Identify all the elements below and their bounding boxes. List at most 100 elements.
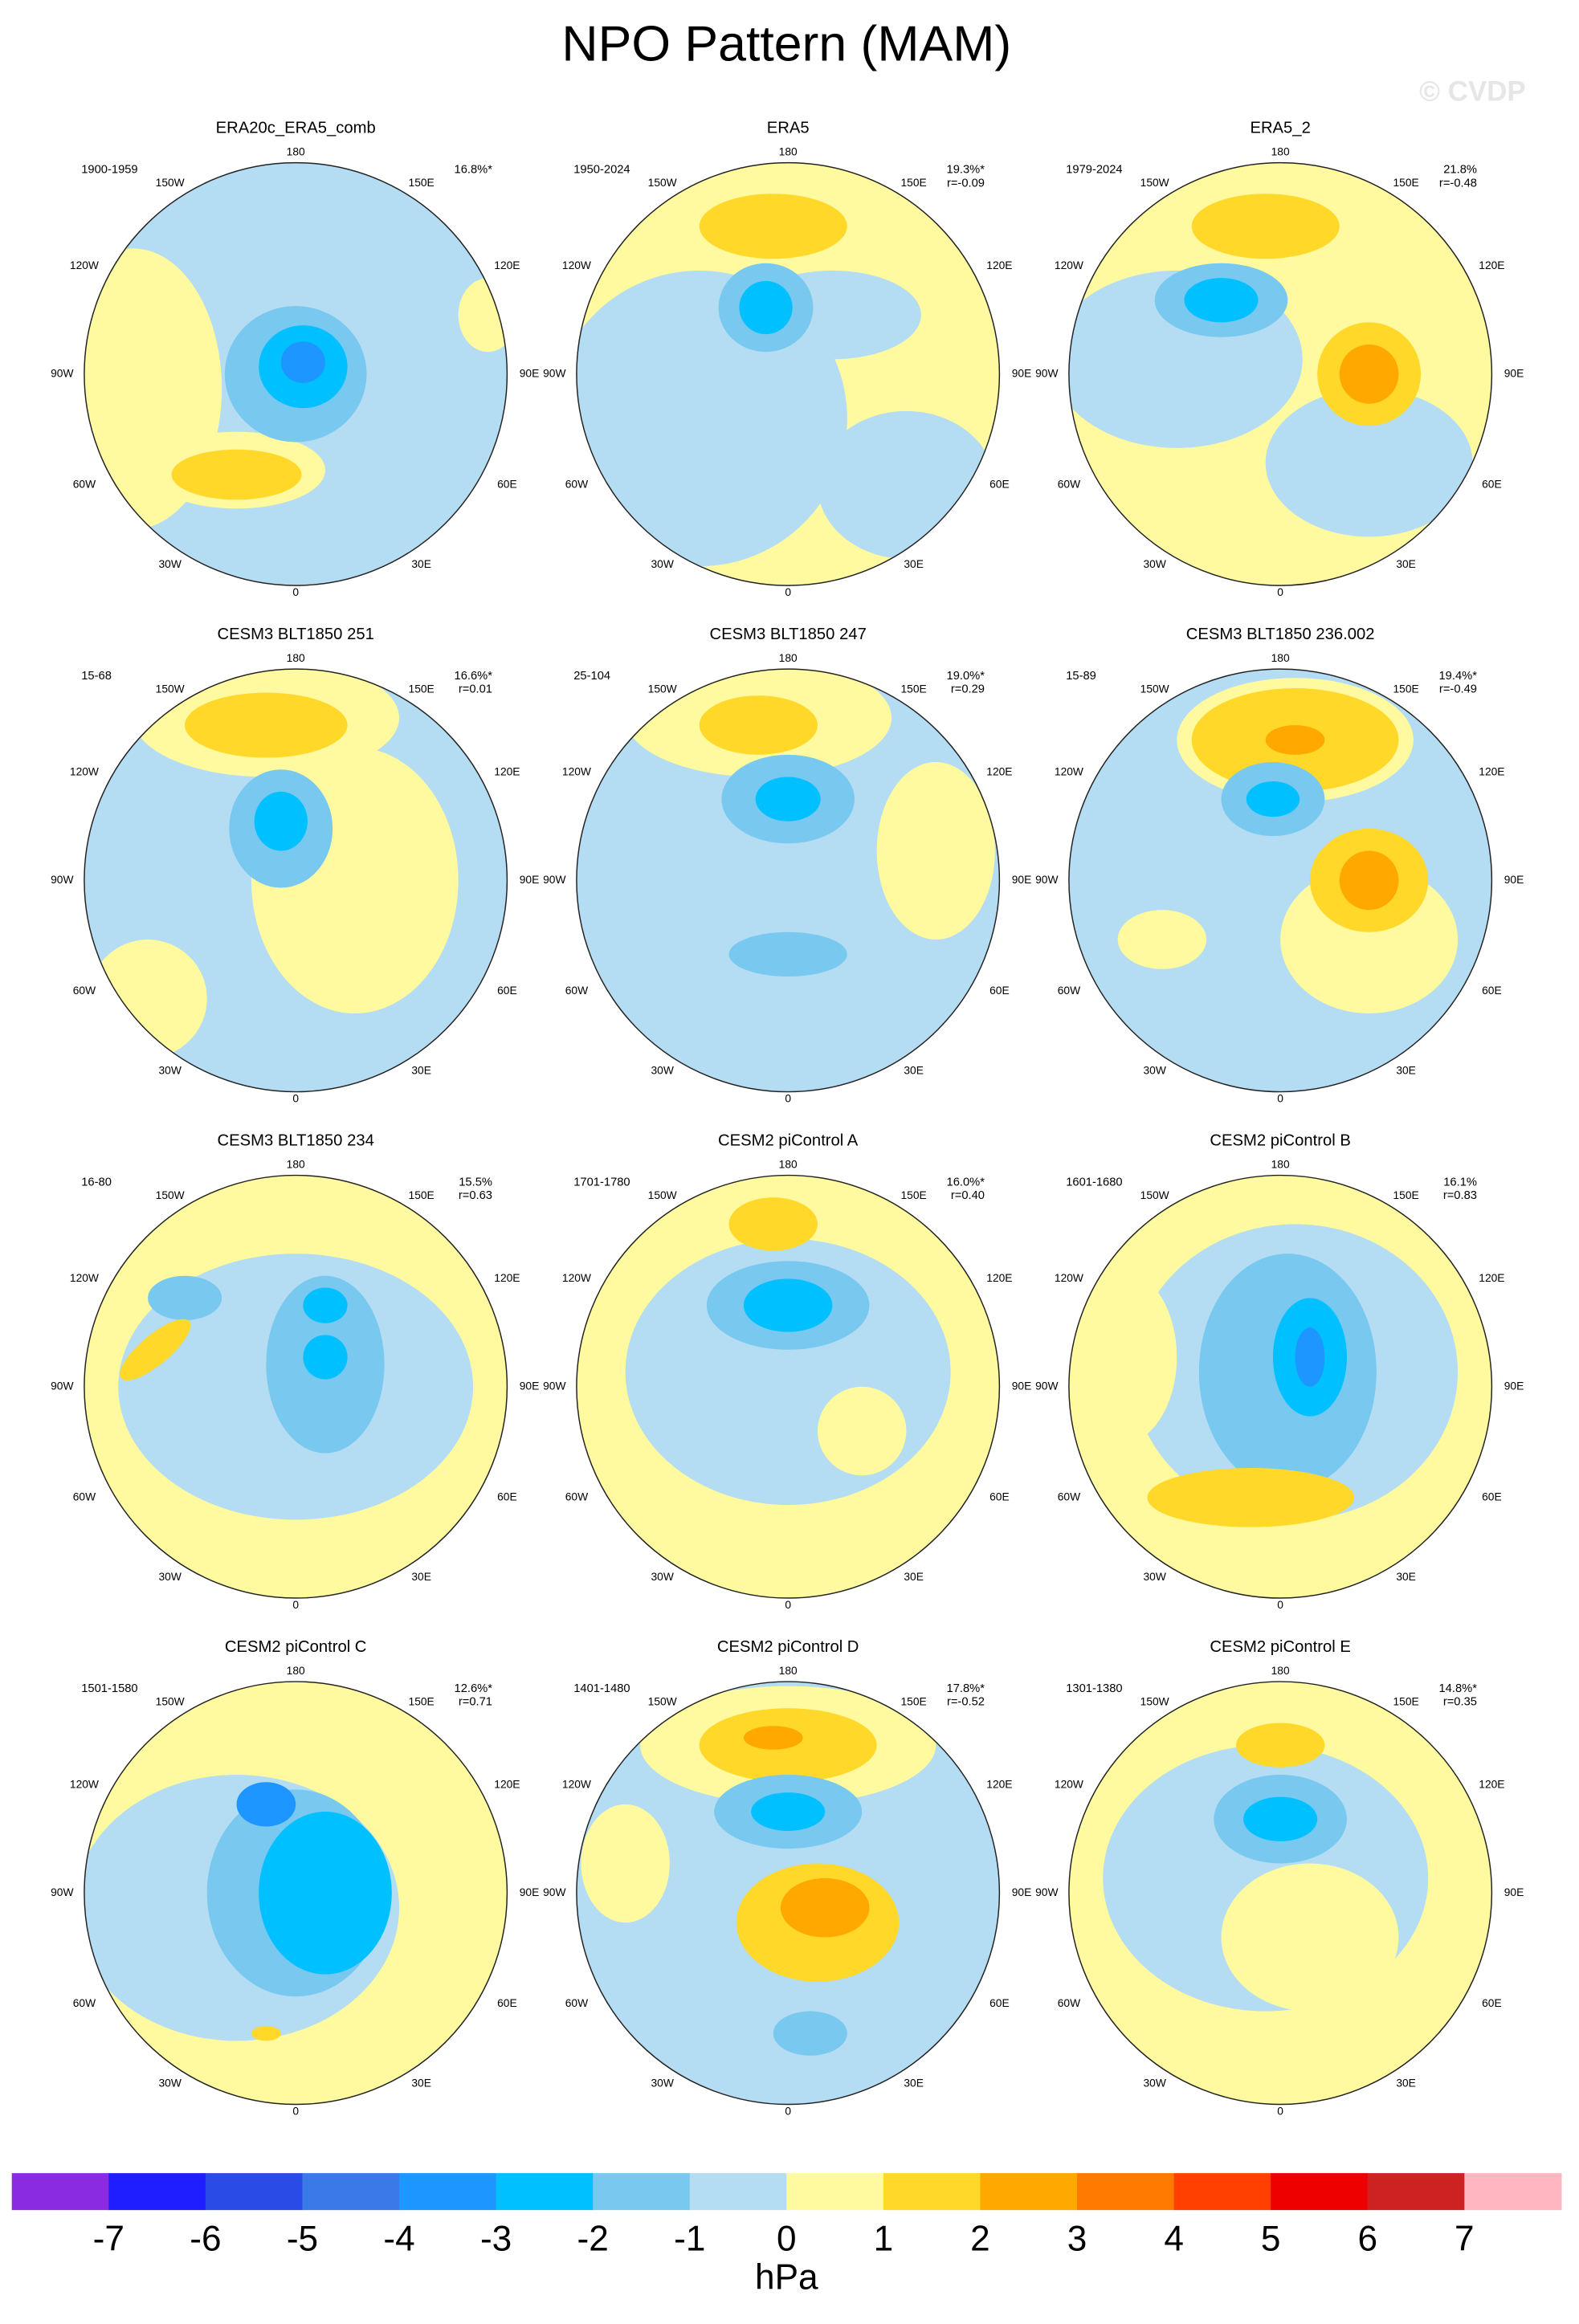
longitude-label: 90W <box>1035 1380 1058 1392</box>
longitude-label: 60W <box>73 985 96 997</box>
longitude-label: 30E <box>904 1064 924 1076</box>
longitude-label: 120E <box>986 1779 1012 1791</box>
longitude-label: 90E <box>520 874 540 886</box>
panel-title: CESM3 BLT1850 236.002 <box>1186 626 1375 643</box>
longitude-label: 90W <box>543 874 565 886</box>
map-border <box>576 1681 1001 2106</box>
longitude-label: 90W <box>51 1886 73 1898</box>
longitude-label: 30W <box>1143 2077 1165 2089</box>
longitude-label: 150W <box>1140 177 1169 189</box>
field <box>576 162 1000 586</box>
map-panel: ERA20c_ERA5_comb 1900-1959 16.8%* 180 150W 15… <box>51 120 539 598</box>
longitude-label: 60E <box>1482 1997 1502 2009</box>
longitude-label: 120E <box>1479 1779 1504 1791</box>
field-contour <box>751 1792 826 1831</box>
longitude-label: 30W <box>1143 1571 1165 1583</box>
field-contour <box>739 280 793 335</box>
colorbar-tick-label: 3 <box>1067 2219 1087 2258</box>
panel-correlation: r=0.29 <box>951 683 985 696</box>
longitude-label: 0 <box>785 2105 791 2117</box>
longitude-label: 60E <box>1482 985 1502 997</box>
longitude-label: 60W <box>565 985 588 997</box>
field <box>1068 1175 1492 1599</box>
colorbar-box <box>205 2173 304 2211</box>
map-border <box>1068 668 1493 1093</box>
longitude-label: 150E <box>1393 683 1419 695</box>
panel-period: 16-80 <box>81 1176 112 1189</box>
longitude-label: 150W <box>156 683 185 695</box>
map-panel: CESM2 piControl E 1301-1380 14.8%*r=0.35 18… <box>1035 1638 1524 2117</box>
longitude-label: 90E <box>1504 874 1524 886</box>
longitude-label: 30E <box>904 2077 924 2089</box>
panel-percent: 19.4%* <box>1439 670 1478 683</box>
panel-period: 1601-1680 <box>1066 1176 1122 1189</box>
longitude-label: 60W <box>1058 1997 1080 2009</box>
map-border <box>84 668 508 1093</box>
longitude-label: 90E <box>1012 1886 1032 1898</box>
longitude-label: 180 <box>287 145 305 157</box>
panel-percent: 14.8%* <box>1439 1682 1478 1695</box>
longitude-label: 120E <box>494 1272 520 1284</box>
longitude-label: 90E <box>1504 1380 1524 1392</box>
field-contour <box>581 1804 670 1923</box>
colorbar-tick-label: 7 <box>1455 2219 1475 2258</box>
longitude-label: 120W <box>70 1272 99 1284</box>
field-contour <box>728 1197 818 1251</box>
longitude-label: 90E <box>1504 367 1524 379</box>
colorbar-box <box>980 2173 1078 2211</box>
longitude-label: 30W <box>159 1571 182 1583</box>
longitude-label: 90W <box>543 1380 565 1392</box>
field-contour <box>1147 1468 1355 1527</box>
colorbar-tick-label: -1 <box>674 2219 705 2258</box>
longitude-label: 60E <box>497 985 517 997</box>
longitude-label: 30E <box>411 558 431 570</box>
longitude-label: 150W <box>1140 1695 1169 1707</box>
field-contour <box>1068 1268 1177 1446</box>
colorbar-tick-label: -2 <box>577 2219 609 2258</box>
longitude-label: 150W <box>648 1189 677 1201</box>
longitude-label: 120W <box>1055 766 1083 778</box>
panel-percent: 12.6%* <box>455 1682 493 1695</box>
panel-period: 1979-2024 <box>1066 164 1122 177</box>
longitude-label: 0 <box>292 1599 299 1611</box>
longitude-label: 120W <box>70 259 99 271</box>
longitude-label: 60E <box>989 1491 1010 1503</box>
colorbar-box <box>1077 2173 1175 2211</box>
field-contour <box>303 1335 348 1380</box>
longitude-label: 150E <box>409 1695 435 1707</box>
watermark: © CVDP <box>1419 75 1526 107</box>
panel-percent: 15.5% <box>459 1176 492 1189</box>
panel-correlation: r=0.63 <box>459 1189 492 1202</box>
longitude-label: 0 <box>292 2105 299 2117</box>
longitude-label: 60E <box>989 479 1010 491</box>
field-contour <box>699 194 847 259</box>
longitude-label: 150W <box>648 1695 677 1707</box>
panel-percent: 16.6%* <box>455 670 493 683</box>
longitude-label: 150W <box>1140 1189 1169 1201</box>
longitude-label: 150E <box>901 1189 927 1201</box>
field <box>84 669 508 1092</box>
longitude-label: 120W <box>1055 1272 1083 1284</box>
longitude-label: 60W <box>1058 479 1080 491</box>
panel-percent: 21.8% <box>1443 164 1477 177</box>
longitude-label: 90W <box>1035 367 1058 379</box>
field-contour <box>1339 850 1399 911</box>
longitude-label: 180 <box>287 652 305 664</box>
field-contour <box>120 1319 191 1380</box>
panel-correlation: r=-0.48 <box>1439 177 1477 190</box>
field-contour <box>280 341 325 383</box>
map-panel: CESM2 piControl B 1601-1680 16.1%r=0.83 180… <box>1035 1132 1524 1611</box>
map-panel: CESM2 piControl A 1701-1780 16.0%*r=0.40 18… <box>543 1132 1031 1611</box>
longitude-label: 60E <box>1482 479 1502 491</box>
colorbar-box <box>689 2173 787 2211</box>
field-contour <box>185 692 348 758</box>
panel-correlation: r=-0.49 <box>1439 683 1477 696</box>
colorbar-tick-label: -7 <box>93 2219 124 2258</box>
map-border <box>84 1174 508 1599</box>
longitude-label: 120E <box>986 1272 1012 1284</box>
longitude-label: 60E <box>497 1491 517 1503</box>
field-contour <box>236 1782 296 1827</box>
colorbar-box <box>496 2173 594 2211</box>
longitude-label: 120W <box>70 1779 99 1791</box>
